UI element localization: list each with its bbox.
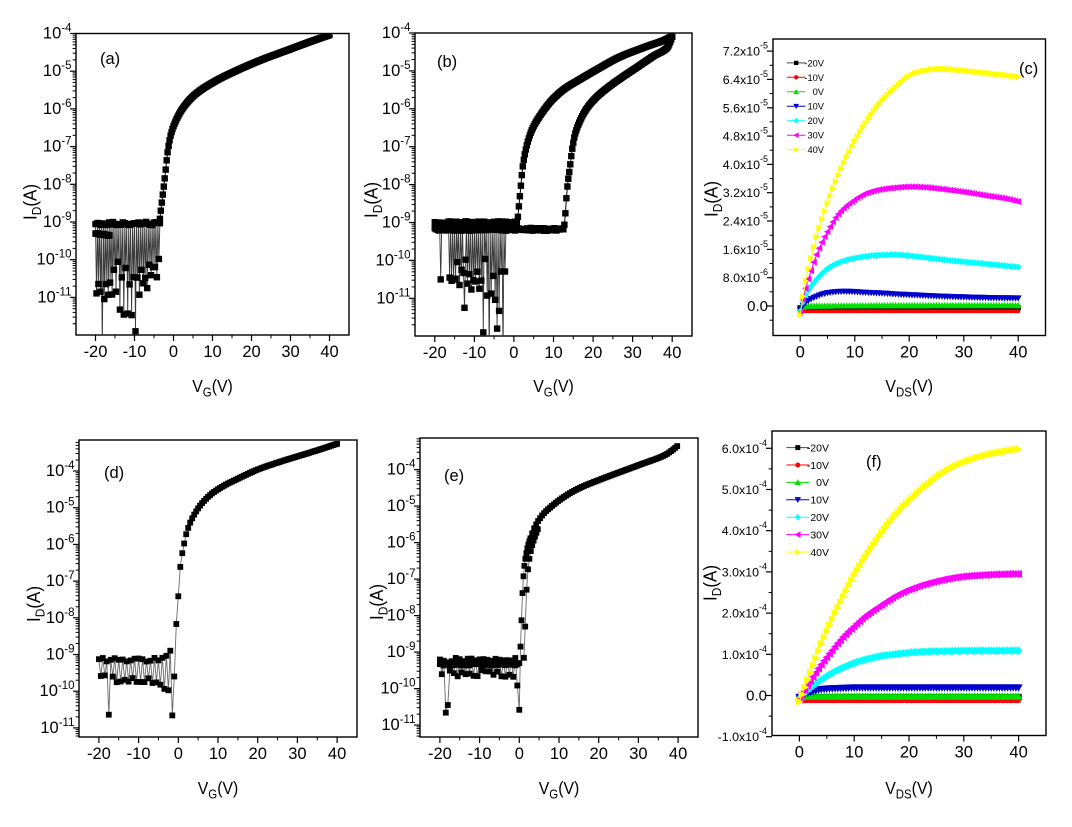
svg-text:0.0: 0.0 [746,688,767,705]
svg-text:-20V: -20V [807,442,829,454]
svg-text:0: 0 [795,743,804,761]
svg-text:4.8x10-5: 4.8x10-5 [723,126,768,144]
svg-text:(e): (e) [444,467,464,485]
svg-text:(b): (b) [437,53,457,71]
svg-text:-10: -10 [127,745,151,763]
svg-text:2.0x10-4: 2.0x10-4 [722,603,767,621]
svg-text:(d): (d) [104,464,124,482]
svg-text:-10: -10 [468,745,492,763]
svg-text:-20: -20 [423,344,447,362]
svg-text:VG(V): VG(V) [533,376,574,400]
svg-text:0: 0 [796,343,805,361]
svg-text:ID(A): ID(A) [366,584,390,620]
svg-text:0V: 0V [813,87,825,97]
svg-text:-1.0x10-4: -1.0x10-4 [718,726,767,744]
svg-text:0: 0 [169,343,178,361]
svg-text:0.0: 0.0 [747,298,768,315]
svg-text:0V: 0V [816,477,829,489]
svg-text:40: 40 [1009,343,1027,361]
svg-text:40: 40 [320,343,338,361]
svg-text:2.4x10-5: 2.4x10-5 [723,211,768,229]
svg-text:(a): (a) [100,50,120,68]
svg-text:VG(V): VG(V) [539,778,580,802]
svg-text:20: 20 [249,745,267,763]
svg-text:VG(V): VG(V) [198,778,239,802]
svg-text:30: 30 [955,743,973,761]
svg-text:20: 20 [900,343,918,361]
svg-text:40: 40 [663,344,681,362]
svg-text:ID(A): ID(A) [700,565,724,601]
svg-text:4.0x10-4: 4.0x10-4 [722,520,767,538]
svg-text:3.0x10-4: 3.0x10-4 [722,561,767,579]
svg-text:40V: 40V [810,547,829,559]
svg-text:0: 0 [509,344,518,362]
svg-text:VG(V): VG(V) [192,376,233,400]
svg-text:30: 30 [955,343,973,361]
svg-text:6.0x10-4: 6.0x10-4 [722,438,767,456]
svg-text:7.2x10-5: 7.2x10-5 [723,41,768,59]
svg-text:0: 0 [515,745,524,763]
svg-text:-20V: -20V [804,58,824,68]
svg-text:10: 10 [209,745,227,763]
svg-text:20: 20 [590,745,608,763]
svg-text:(c): (c) [1019,60,1038,78]
svg-text:-10V: -10V [807,460,829,472]
svg-text:40: 40 [669,745,687,763]
svg-text:-10: -10 [123,343,147,361]
svg-text:10: 10 [544,344,562,362]
svg-text:20: 20 [900,743,918,761]
svg-text:-10: -10 [462,344,486,362]
svg-text:-20: -20 [428,745,452,763]
svg-text:4.0x10-5: 4.0x10-5 [723,154,768,172]
svg-text:1.0x10-4: 1.0x10-4 [722,644,767,662]
svg-text:5.0x10-4: 5.0x10-4 [722,479,767,497]
svg-text:10V: 10V [810,495,829,507]
svg-text:10: 10 [845,743,863,761]
svg-text:40: 40 [328,745,346,763]
svg-text:6.4x10-5: 6.4x10-5 [723,69,768,87]
svg-text:-10V: -10V [804,73,824,83]
svg-text:-20: -20 [84,343,108,361]
svg-text:8.0x10-6: 8.0x10-6 [723,267,768,285]
svg-text:1.6x10-5: 1.6x10-5 [723,239,768,257]
svg-text:10: 10 [846,343,864,361]
svg-text:30: 30 [623,344,641,362]
svg-text:0: 0 [174,745,183,763]
svg-text:40: 40 [1009,743,1027,761]
svg-text:3.2x10-5: 3.2x10-5 [723,182,768,200]
svg-text:5.6x10-5: 5.6x10-5 [723,97,768,115]
svg-text:20V: 20V [810,512,829,524]
svg-text:-20: -20 [87,745,111,763]
svg-text:30: 30 [629,745,647,763]
svg-text:30: 30 [281,343,299,361]
svg-text:20V: 20V [807,116,824,126]
svg-text:20: 20 [584,344,602,362]
svg-text:30: 30 [288,745,306,763]
svg-text:30V: 30V [807,131,824,141]
svg-text:10: 10 [550,745,568,763]
svg-text:10: 10 [203,343,221,361]
svg-text:20: 20 [242,343,260,361]
svg-text:30V: 30V [810,529,829,541]
svg-text:40V: 40V [807,145,824,155]
svg-text:10V: 10V [807,102,824,112]
svg-text:(f): (f) [866,453,882,471]
